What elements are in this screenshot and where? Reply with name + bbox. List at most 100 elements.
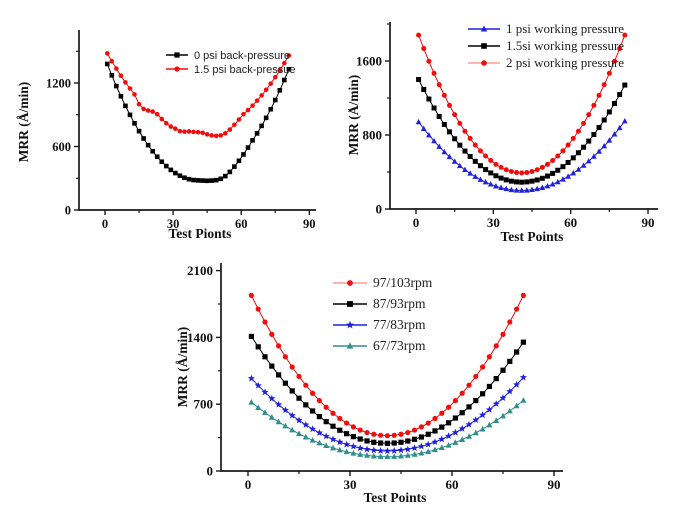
data-point-square (174, 52, 180, 58)
data-point-star (404, 445, 412, 453)
series-circle (248, 292, 526, 439)
data-point-circle (477, 148, 483, 154)
data-point-triangle (544, 183, 551, 189)
data-point-triangle (498, 184, 504, 190)
data-point-square (371, 439, 377, 445)
data-point-triangle (575, 166, 582, 172)
data-point-square (550, 170, 556, 176)
series-triangle (415, 118, 628, 193)
data-point-circle (459, 390, 465, 396)
y-tick-label: 0 (207, 464, 214, 479)
data-point-star (445, 432, 453, 440)
x-tick-label: 30 (344, 477, 357, 492)
data-point-square (163, 163, 169, 169)
data-point-circle (236, 117, 242, 122)
data-point-triangle (482, 178, 489, 185)
y-tick-label: 0 (376, 202, 383, 217)
x-tick-label: 0 (245, 477, 252, 492)
data-point-square (514, 349, 520, 355)
data-point-triangle (391, 453, 398, 459)
data-point-circle (507, 319, 513, 325)
y-tick-label: 0 (65, 204, 71, 218)
data-point-circle (371, 431, 377, 437)
y-tick-label: 2100 (187, 263, 213, 278)
data-point-triangle (275, 418, 282, 425)
data-point-square (241, 152, 246, 157)
data-point-square (416, 77, 422, 82)
data-point-circle (104, 51, 110, 56)
data-point-circle (344, 420, 350, 426)
data-point-circle (276, 343, 282, 349)
data-point-star (506, 387, 514, 395)
data-point-circle (426, 58, 432, 64)
data-point-square (412, 436, 418, 442)
data-point-triangle (508, 186, 515, 193)
data-point-circle (462, 128, 468, 134)
data-point-triangle (477, 176, 484, 182)
data-point-star (346, 320, 354, 329)
data-point-square (524, 179, 530, 185)
data-point-triangle (377, 453, 384, 459)
data-point-square (622, 82, 628, 88)
data-point-star (383, 447, 391, 455)
data-point-square (272, 97, 278, 103)
data-point-triangle (425, 448, 432, 454)
data-point-star (417, 442, 425, 450)
data-point-circle (520, 292, 526, 299)
x-tick-label: 30 (487, 215, 500, 230)
series-circle (104, 51, 292, 139)
data-point-circle (446, 404, 452, 410)
data-point-star (438, 435, 446, 443)
data-point-square (586, 138, 592, 144)
data-point-square (591, 132, 597, 138)
data-point-circle (223, 130, 228, 136)
data-point-triangle (462, 166, 468, 173)
data-point-triangle (255, 404, 262, 410)
data-point-circle (412, 427, 418, 433)
data-point-circle (508, 169, 514, 175)
data-point-circle (503, 167, 509, 173)
data-point-circle (337, 415, 343, 422)
data-point-triangle (480, 25, 488, 32)
series-triangle (248, 397, 527, 460)
data-point-circle (159, 116, 165, 122)
data-point-triangle (370, 452, 377, 459)
data-point-square (263, 115, 269, 121)
data-point-square (127, 112, 133, 118)
x-tick-label: 90 (642, 215, 655, 230)
data-point-square (480, 391, 486, 397)
data-point-square (289, 388, 295, 394)
data-point-triangle (539, 184, 546, 190)
data-point-circle (347, 280, 353, 286)
data-point-circle (472, 142, 478, 148)
data-point-star (499, 394, 507, 401)
data-point-triangle (431, 137, 437, 144)
data-point-triangle (580, 162, 587, 168)
data-point-circle (272, 74, 278, 80)
x-axis-title: Test Pionts (169, 226, 232, 241)
data-point-square (310, 408, 316, 414)
data-point-square (296, 395, 302, 401)
data-point-triangle (601, 142, 608, 149)
data-point-star (261, 388, 269, 396)
data-point-circle (539, 164, 545, 170)
data-point-square (446, 420, 452, 426)
data-point-square (500, 367, 506, 373)
x-tick-label: 60 (564, 215, 577, 230)
chart-back-pressure-svg: 0 30 60 90 0 600 1200 Test Pionts MRR (Å/min) 0 p… (16, 30, 316, 241)
data-point-star (458, 424, 466, 432)
data-point-square (200, 178, 205, 183)
data-point-circle (398, 431, 404, 437)
data-point-circle (259, 93, 264, 98)
data-point-square (493, 173, 499, 179)
data-point-square (498, 175, 504, 181)
data-point-square (223, 173, 228, 179)
data-point-square (245, 145, 251, 150)
data-point-square (350, 434, 356, 440)
data-point-triangle (549, 181, 556, 187)
data-point-triangle (606, 137, 613, 143)
data-point-triangle (518, 187, 525, 193)
data-point-square (539, 175, 545, 181)
x-axis-title: Test Points (364, 490, 427, 505)
